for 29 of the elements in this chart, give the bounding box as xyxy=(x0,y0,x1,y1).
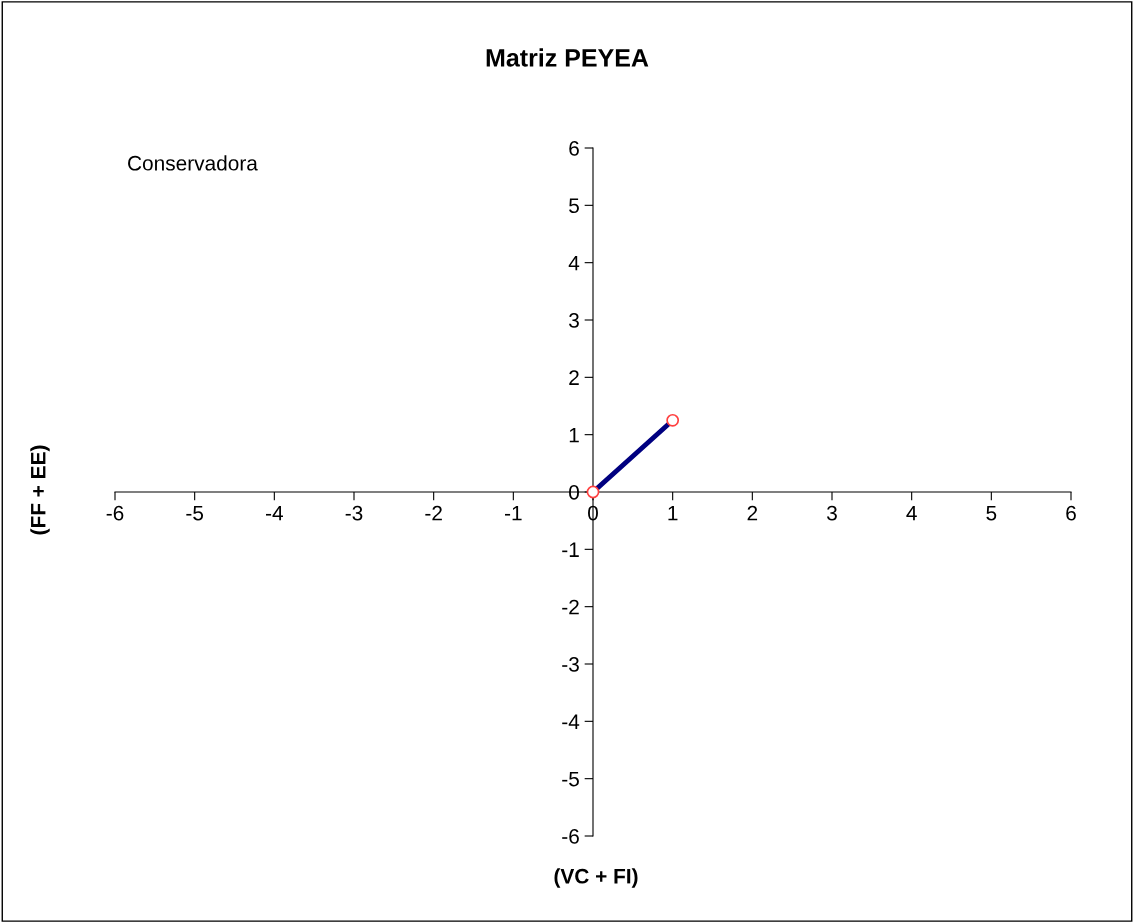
x-tick-label: 3 xyxy=(827,505,837,521)
y-tick-label: -1 xyxy=(562,542,579,557)
x-tick-label: -6 xyxy=(106,505,124,521)
y-tick-label: 4 xyxy=(568,255,580,271)
x-tick-label: -3 xyxy=(345,505,363,521)
y-tick-label: -2 xyxy=(562,599,579,615)
y-tick-label: -4 xyxy=(562,714,580,729)
x-tick-label: -1 xyxy=(505,505,522,521)
y-tick-label: 1 xyxy=(569,427,579,443)
x-tick-label: 4 xyxy=(906,505,917,521)
x-axis-title: (VC + FI) xyxy=(554,868,638,888)
x-tick-label: -4 xyxy=(266,505,283,521)
y-tick-label: 2 xyxy=(569,370,579,385)
chart-title: Matriz PEYEA xyxy=(486,48,649,67)
y-tick-label: 0 xyxy=(569,485,579,500)
annotation: Conservadora xyxy=(128,155,258,171)
y-tick-label: 5 xyxy=(569,198,579,214)
y-tick-label: -5 xyxy=(562,771,579,787)
y-tick-label: 6 xyxy=(569,141,579,156)
x-tick-label: 2 xyxy=(747,505,758,521)
x-tick-label: 6 xyxy=(1066,505,1076,521)
y-tick-label: -3 xyxy=(562,657,579,672)
y-tick-label: -6 xyxy=(562,829,579,844)
x-tick-label: -2 xyxy=(425,505,442,521)
y-axis-title: (FF + EE) xyxy=(30,445,50,535)
x-tick-label: 1 xyxy=(668,505,678,521)
x-tick-label: -5 xyxy=(186,505,204,521)
x-tick-label: 5 xyxy=(986,505,997,521)
y-tick-label: 3 xyxy=(569,313,579,328)
